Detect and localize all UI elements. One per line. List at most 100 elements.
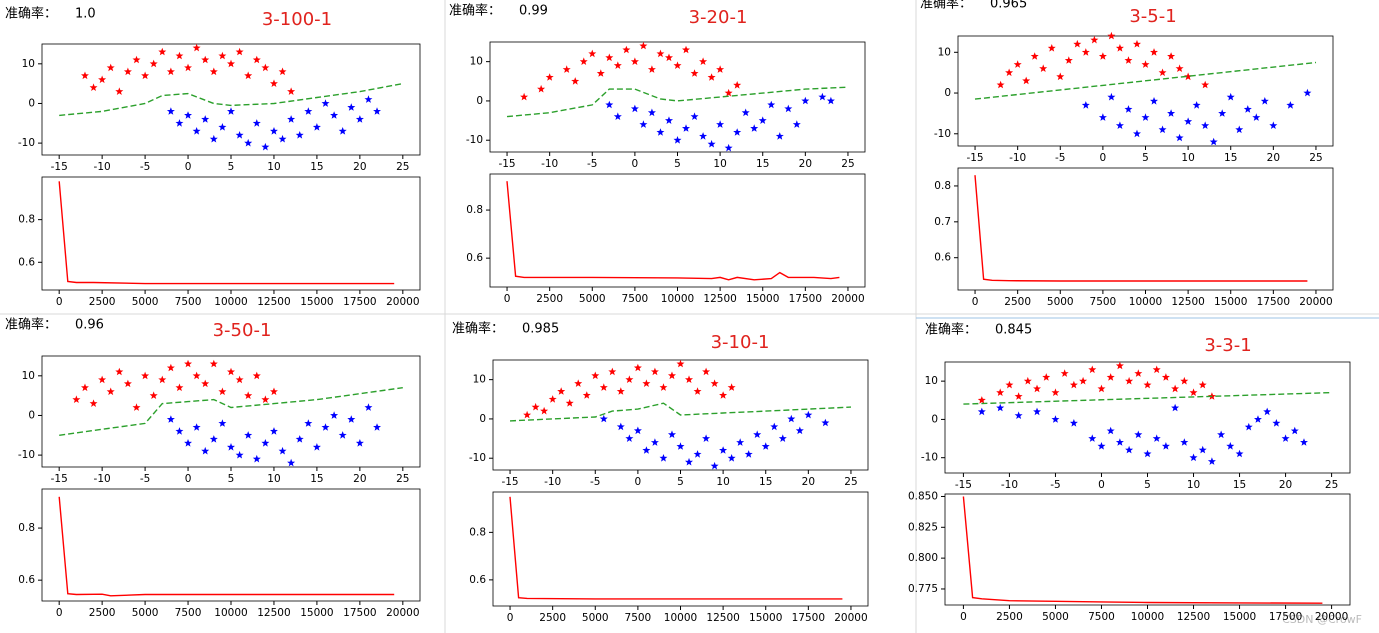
x-tick-label: -5 xyxy=(587,158,597,170)
x-tick-label: 10 xyxy=(1181,152,1194,164)
point xyxy=(693,387,702,395)
x-tick-label: -10 xyxy=(94,473,111,485)
point xyxy=(548,395,557,403)
point xyxy=(977,396,986,404)
x-tick-label: 17500 xyxy=(792,612,825,624)
point xyxy=(599,414,608,423)
point xyxy=(1201,121,1210,129)
x-tick-label: -10 xyxy=(94,161,111,173)
x-tick-label: 15000 xyxy=(300,296,333,308)
point xyxy=(733,81,742,89)
point xyxy=(724,88,733,97)
x-tick-label: 15 xyxy=(756,158,769,170)
point xyxy=(252,371,261,380)
y-tick-label: 10 xyxy=(470,56,483,68)
point xyxy=(1217,430,1226,439)
point xyxy=(261,439,270,447)
x-tick-label: 10 xyxy=(713,158,726,170)
point xyxy=(295,435,304,443)
x-tick-label: 10000 xyxy=(661,293,694,305)
point xyxy=(733,128,742,136)
x-tick-label: 0 xyxy=(504,293,511,305)
point xyxy=(767,100,776,109)
x-tick-label: 20000 xyxy=(386,607,419,619)
point xyxy=(106,387,115,396)
axes-frame xyxy=(957,35,1334,147)
x-tick-label: 15000 xyxy=(746,293,779,305)
y-tick-label: 0.8 xyxy=(18,214,35,226)
point xyxy=(1039,64,1048,72)
point xyxy=(149,391,158,399)
point xyxy=(184,439,192,447)
point xyxy=(364,95,373,103)
y-tick-label: 0.7 xyxy=(934,216,951,228)
y-tick-label: 0.8 xyxy=(469,526,486,538)
point xyxy=(1005,380,1014,389)
point xyxy=(373,423,381,431)
point xyxy=(218,123,227,131)
x-tick-label: 10 xyxy=(716,476,729,488)
point xyxy=(192,423,201,431)
point xyxy=(1150,97,1158,105)
point xyxy=(1014,411,1023,419)
point xyxy=(89,399,98,407)
point xyxy=(1150,48,1158,56)
x-tick-label: 0 xyxy=(960,611,967,623)
x-tick-label: 25 xyxy=(1309,152,1322,164)
point xyxy=(605,53,614,62)
point xyxy=(287,458,296,467)
point xyxy=(235,131,244,139)
point xyxy=(582,391,591,399)
point xyxy=(650,438,659,446)
point xyxy=(639,120,648,128)
point xyxy=(218,387,227,396)
x-tick-label: 0 xyxy=(1098,479,1105,491)
point xyxy=(531,402,540,411)
point xyxy=(278,67,287,76)
point xyxy=(209,435,218,443)
point xyxy=(633,363,642,372)
point xyxy=(1033,407,1041,416)
point xyxy=(1303,88,1312,97)
x-tick-label: 5 xyxy=(674,158,681,170)
point xyxy=(1235,449,1244,458)
y-tick-label: -10 xyxy=(934,128,951,140)
point xyxy=(616,422,625,431)
point xyxy=(1106,426,1115,435)
boundary-line xyxy=(963,391,1332,405)
accuracy-value: 0.99 xyxy=(519,4,548,19)
loss-line xyxy=(58,496,395,597)
point xyxy=(141,371,150,380)
point xyxy=(1272,419,1281,427)
point xyxy=(1134,430,1143,439)
point xyxy=(1022,76,1031,85)
x-tick-label: 12500 xyxy=(706,612,739,624)
point xyxy=(1189,453,1198,462)
point xyxy=(81,71,89,80)
point xyxy=(676,442,685,450)
point xyxy=(599,383,608,391)
x-tick-label: -5 xyxy=(140,161,150,173)
x-tick-label: 15000 xyxy=(300,607,333,619)
point xyxy=(741,108,750,117)
point xyxy=(821,418,830,427)
point xyxy=(545,73,554,81)
point xyxy=(562,65,571,73)
x-tick-label: 20000 xyxy=(834,612,867,624)
x-tick-label: 5 xyxy=(1142,152,1149,164)
point xyxy=(81,383,89,392)
point xyxy=(227,107,235,115)
point xyxy=(1143,449,1152,458)
point xyxy=(707,73,716,81)
point xyxy=(1201,80,1210,89)
point xyxy=(1286,101,1295,109)
point xyxy=(716,120,725,128)
x-tick-label: 5000 xyxy=(1047,296,1074,308)
point xyxy=(1171,403,1180,412)
point xyxy=(775,132,784,140)
point xyxy=(295,131,304,139)
point xyxy=(750,124,759,132)
point xyxy=(1014,392,1023,400)
point xyxy=(158,47,167,56)
x-tick-label: 2500 xyxy=(1004,296,1031,308)
